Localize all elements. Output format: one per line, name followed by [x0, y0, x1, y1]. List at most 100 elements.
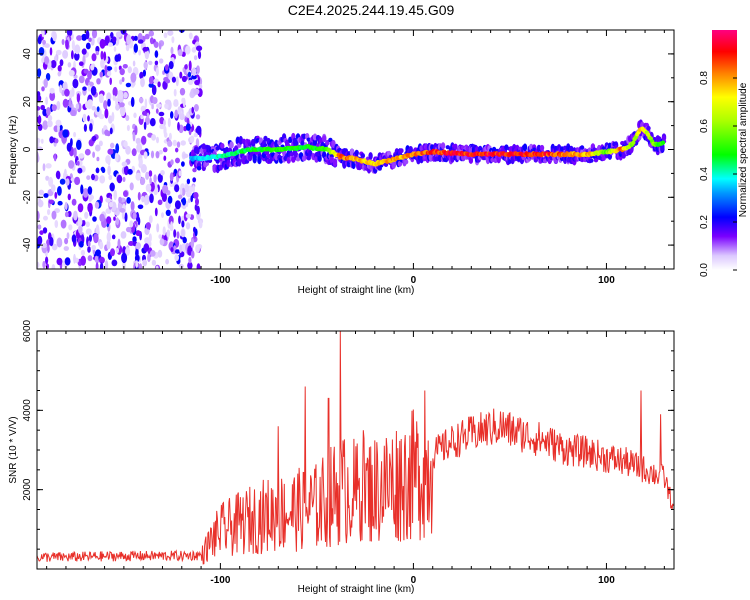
noise-blob: [180, 140, 186, 146]
noise-blob: [85, 228, 92, 235]
noise-blob: [186, 178, 191, 185]
noise-blob: [188, 79, 194, 86]
noise-blob: [153, 41, 159, 48]
noise-blob: [70, 109, 77, 117]
noise-blob: [37, 94, 42, 103]
noise-blob: [62, 50, 69, 59]
noise-blob: [168, 61, 174, 70]
noise-blob: [182, 153, 189, 159]
noise-blob: [98, 256, 105, 264]
noise-blob: [185, 200, 189, 208]
noise-blob: [170, 221, 174, 230]
noise-blob: [150, 150, 155, 159]
noise-blob: [37, 115, 42, 125]
noise-blob: [158, 42, 162, 50]
noise-blob: [78, 225, 83, 234]
noise-blob: [105, 155, 111, 164]
noise-blob: [130, 72, 137, 83]
noise-blob: [188, 60, 192, 71]
noise-blob: [126, 124, 130, 132]
noise-blob: [153, 78, 159, 84]
noise-blob: [154, 207, 158, 217]
noise-blob: [171, 76, 176, 83]
y-tick-label: 6000: [22, 319, 33, 342]
ridge-halo: [195, 147, 200, 155]
noise-blob: [133, 112, 137, 119]
noise-blob: [73, 253, 76, 264]
noise-blob: [37, 261, 40, 268]
noise-blob: [47, 120, 53, 128]
noise-blob: [37, 36, 42, 45]
noise-blob: [94, 201, 100, 209]
noise-blob: [196, 45, 203, 52]
noise-blob: [174, 184, 180, 193]
y-tick-label: -40: [22, 237, 33, 252]
noise-blob: [138, 263, 143, 269]
noise-blob: [116, 174, 123, 184]
noise-blob: [115, 217, 119, 226]
noise-blob: [57, 200, 63, 206]
x-tick-label: 0: [411, 275, 417, 286]
noise-blob: [150, 250, 156, 257]
noise-blob: [127, 168, 133, 175]
noise-blob: [129, 182, 134, 191]
noise-blob: [156, 103, 162, 109]
noise-blob: [86, 175, 91, 181]
noise-blob: [156, 136, 159, 144]
noise-blob: [159, 116, 165, 125]
noise-blob: [130, 201, 135, 211]
noise-blob: [66, 30, 73, 37]
noise-blob: [143, 121, 147, 130]
noise-blob: [75, 103, 80, 110]
noise-blob: [141, 195, 145, 203]
colorbar-ticks: 0.0 0.2 0.4 0.6 0.8: [699, 71, 737, 277]
noise-blob: [42, 260, 46, 269]
colorbar-tick-label: 0.0: [699, 263, 710, 277]
noise-blob: [182, 236, 187, 244]
y-tick-label: 2000: [22, 478, 33, 501]
noise-blob: [37, 106, 41, 111]
noise-blob: [136, 142, 143, 153]
noise-blob: [83, 68, 89, 74]
ridge-halo: [593, 158, 599, 163]
noise-blob: [142, 46, 149, 52]
colorbar-tick-label: 0.4: [699, 167, 710, 181]
noise-blob: [149, 37, 154, 45]
noise-blob: [151, 104, 154, 110]
noise-blob: [40, 104, 45, 111]
noise-blob: [92, 151, 95, 158]
noise-blob: [80, 255, 86, 266]
noise-blob: [174, 200, 181, 210]
noise-blob: [43, 215, 48, 221]
noise-blob: [77, 203, 84, 213]
ridge-halo: [579, 145, 585, 150]
noise-blob: [178, 170, 182, 177]
noise-blob: [81, 33, 87, 41]
noise-blob: [42, 39, 46, 45]
noise-blob: [54, 220, 59, 228]
noise-blob: [122, 176, 126, 182]
noise-blob: [115, 104, 120, 111]
noise-blob: [95, 45, 100, 53]
noise-blob: [148, 83, 154, 88]
snr-panel: -100 0 100 2000 4000 6000 Height of straight …: [8, 319, 675, 595]
noise-blob: [145, 222, 151, 230]
y-tick-label: -20: [22, 190, 33, 205]
noise-blob: [197, 50, 202, 60]
noise-blob: [37, 146, 43, 152]
noise-blob: [55, 119, 62, 127]
noise-blob: [143, 151, 148, 159]
noise-blob: [119, 102, 125, 108]
noise-blob: [154, 60, 159, 66]
noise-blob: [174, 254, 179, 262]
noise-blob: [137, 204, 144, 210]
ridge-halo: [331, 139, 336, 149]
noise-blob: [149, 193, 154, 204]
noise-blob: [59, 59, 64, 67]
noise-blob: [191, 106, 194, 114]
noise-blob: [190, 250, 195, 259]
noise-blob: [177, 49, 183, 57]
noise-blob: [109, 182, 115, 192]
ridge-halo: [408, 146, 413, 152]
noise-blob: [115, 247, 120, 254]
